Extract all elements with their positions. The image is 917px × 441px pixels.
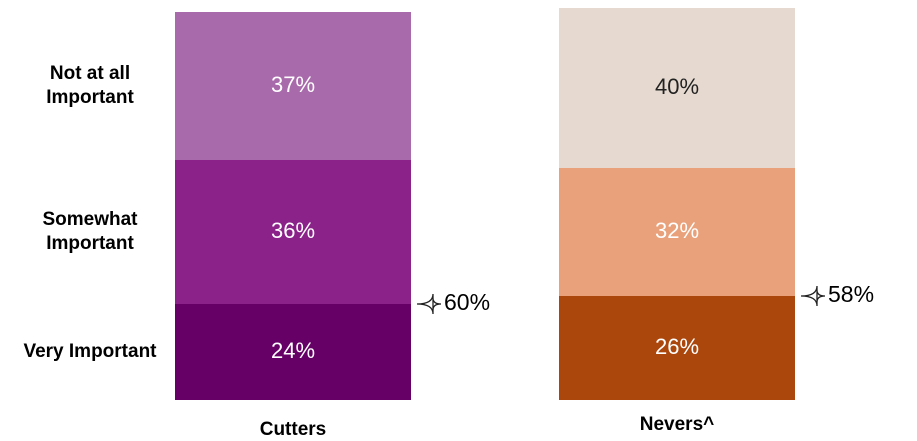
- bar-segment: [175, 160, 411, 304]
- category-label: Cutters: [260, 419, 327, 440]
- bracket: [800, 285, 826, 307]
- bar-segment: [175, 304, 411, 400]
- series-label: Not at all Important: [46, 63, 134, 108]
- bracket-label: 60%: [444, 289, 490, 315]
- value-label: 26%: [655, 334, 699, 359]
- bar-segment: [559, 168, 795, 296]
- value-label: 36%: [271, 218, 315, 243]
- value-label: 24%: [271, 338, 315, 363]
- value-label: 32%: [655, 218, 699, 243]
- value-label: 40%: [655, 74, 699, 99]
- category-label: Nevers^: [640, 414, 714, 435]
- bar-segment: [559, 296, 795, 400]
- bracket-label: 58%: [828, 281, 874, 307]
- bracket: [416, 293, 442, 315]
- value-label: 37%: [271, 72, 315, 97]
- series-label: Very Important: [23, 341, 157, 362]
- bar-segment: [175, 12, 411, 160]
- bar-segment: [559, 8, 795, 168]
- series-label: Somewhat Important: [42, 209, 138, 254]
